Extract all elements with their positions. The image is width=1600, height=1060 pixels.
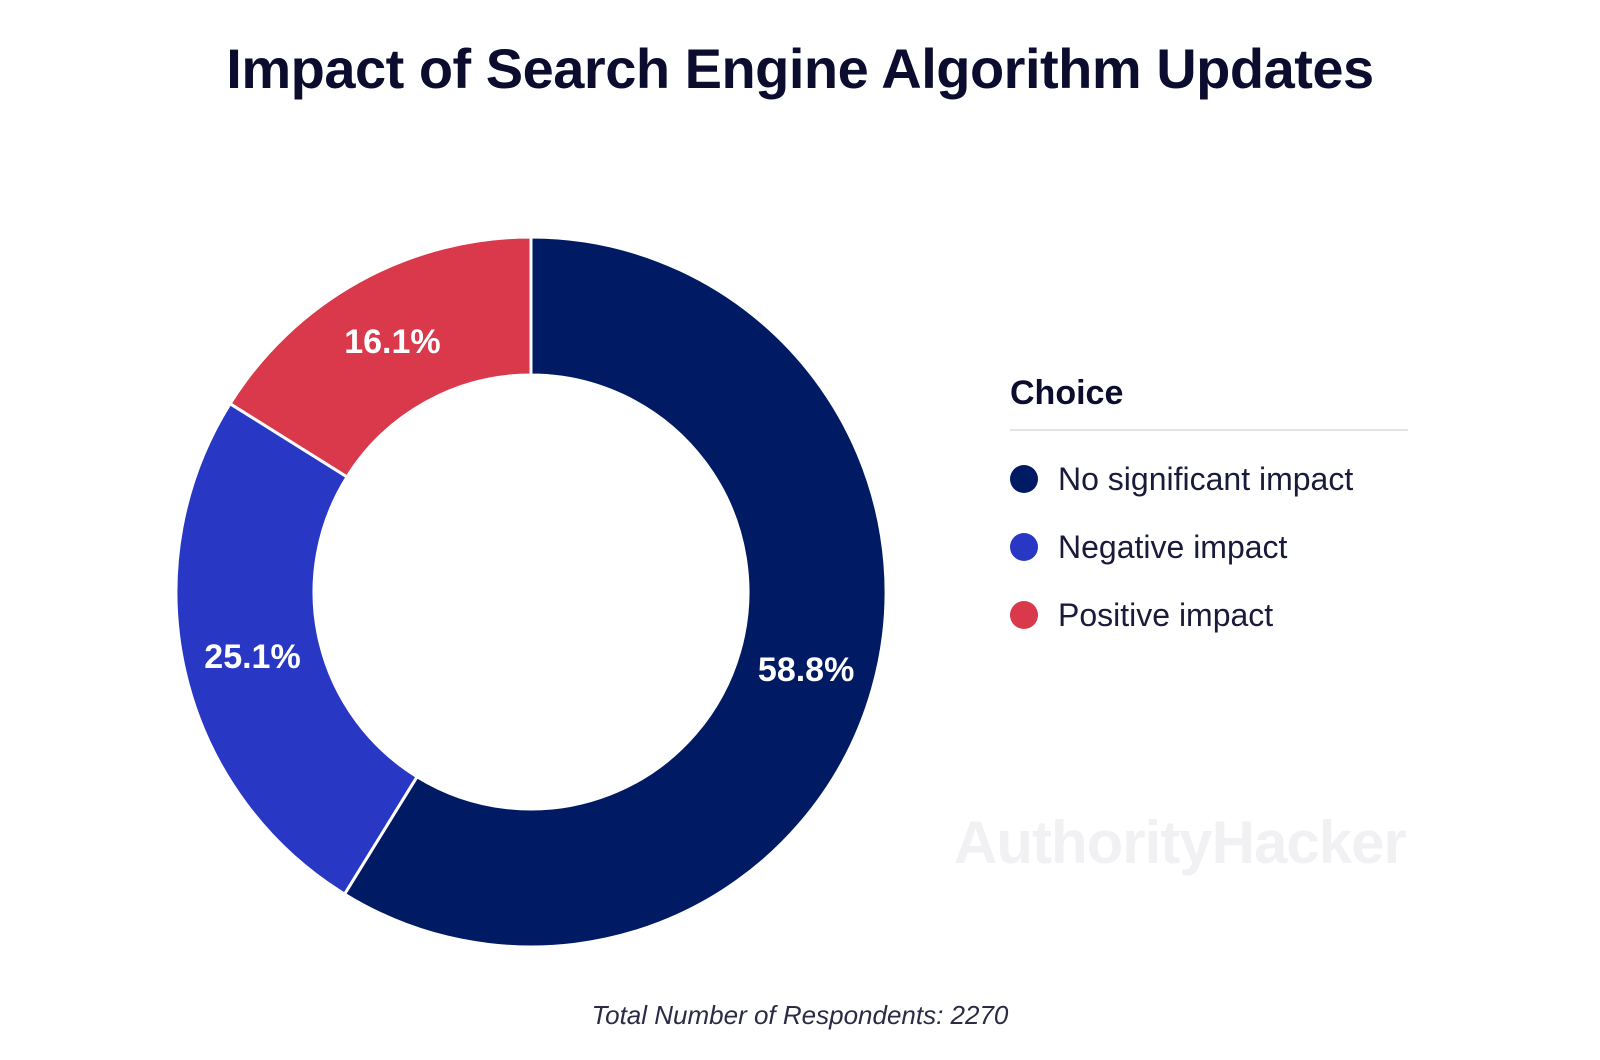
legend-item-no-significant-impact: No significant impact (1010, 459, 1408, 499)
legend-swatch-no-significant-impact (1010, 465, 1038, 493)
legend-label: Negative impact (1058, 528, 1288, 565)
data-label-negative-impact: 25.1% (204, 638, 300, 676)
legend: Choice No significant impact Negative im… (1010, 374, 1408, 635)
legend-item-negative-impact: Negative impact (1010, 527, 1408, 567)
data-label-no-significant-impact: 58.8% (758, 651, 854, 689)
data-label-positive-impact: 16.1% (344, 323, 440, 361)
watermark-logo: AuthorityHacker (954, 809, 1407, 876)
legend-swatch-positive-impact (1010, 601, 1038, 629)
legend-label: Positive impact (1058, 596, 1274, 633)
slice-negative-impact (174, 401, 420, 897)
legend-swatch-negative-impact (1010, 533, 1038, 561)
slice-positive-impact (228, 235, 533, 479)
legend-label: No significant impact (1058, 460, 1354, 497)
footnote: Total Number of Respondents: 2270 (591, 1000, 1009, 1030)
legend-item-positive-impact: Positive impact (1010, 595, 1408, 635)
chart-title: Impact of Search Engine Algorithm Update… (226, 37, 1374, 100)
legend-title: Choice (1010, 374, 1408, 431)
slice-no-significant-impact (342, 235, 888, 949)
